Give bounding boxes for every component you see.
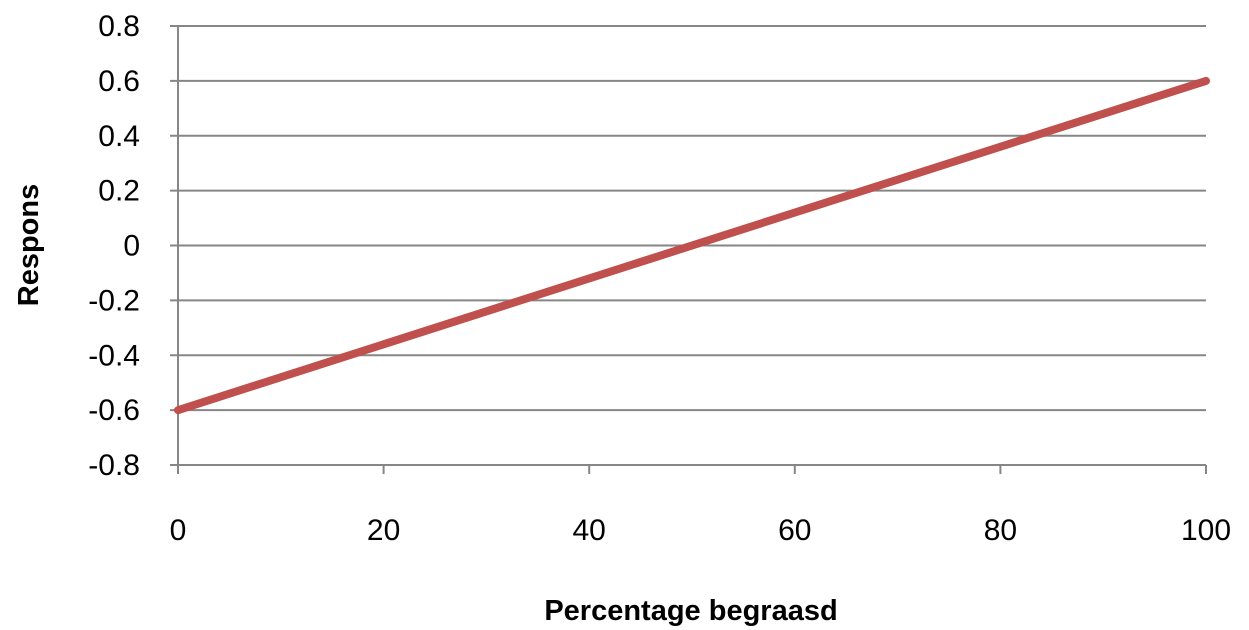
y-tick-label: -0.2 [88, 284, 140, 317]
axis-layer [170, 25, 1207, 474]
x-axis-title: Percentage begraasd [544, 595, 837, 627]
series-line [174, 76, 1210, 415]
x-tick-label: 100 [1181, 514, 1231, 547]
x-tick-label: 20 [367, 514, 400, 547]
x-tick-label: 60 [778, 514, 811, 547]
y-tick-label: 0.8 [98, 10, 140, 43]
series-layer [174, 76, 1210, 415]
x-tick-label: 40 [573, 514, 606, 547]
y-tick-label: -0.4 [88, 339, 140, 372]
x-tick-label: 0 [170, 514, 187, 547]
y-tick-label: 0.6 [98, 65, 140, 98]
x-tick-label: 80 [984, 514, 1017, 547]
y-tick-label: 0.4 [98, 120, 140, 153]
label-layer: 0.8 0.6 0.4 0.2 0 -0.2 -0.4 -0.6 -0.8 0 20 40 60 80 10… [88, 10, 1231, 547]
y-axis-title: Respons [13, 184, 45, 306]
y-tick-label: -0.6 [88, 394, 140, 427]
y-tick-label: 0.2 [98, 175, 140, 208]
y-tick-label: -0.8 [88, 449, 140, 482]
y-tick-label: 0 [123, 230, 140, 263]
